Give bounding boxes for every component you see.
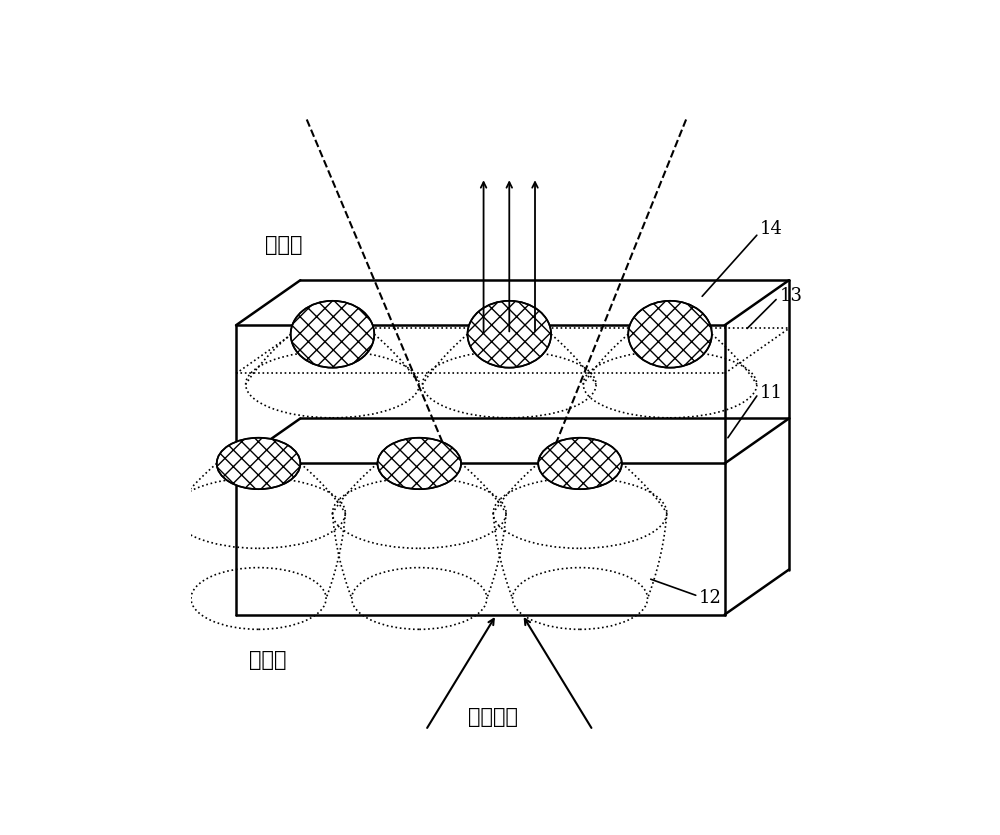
Text: 12: 12 (699, 590, 722, 608)
Ellipse shape (217, 438, 300, 489)
Text: 14: 14 (760, 220, 783, 238)
Text: 11: 11 (760, 384, 783, 402)
Text: 13: 13 (779, 287, 802, 306)
Text: 入光侧: 入光侧 (249, 650, 286, 670)
Ellipse shape (291, 301, 374, 367)
Text: 出光侧: 出光侧 (265, 235, 302, 255)
Ellipse shape (467, 301, 551, 367)
Text: 入射光线: 入射光线 (468, 707, 518, 727)
Ellipse shape (628, 301, 712, 367)
Ellipse shape (377, 438, 461, 489)
Ellipse shape (538, 438, 622, 489)
